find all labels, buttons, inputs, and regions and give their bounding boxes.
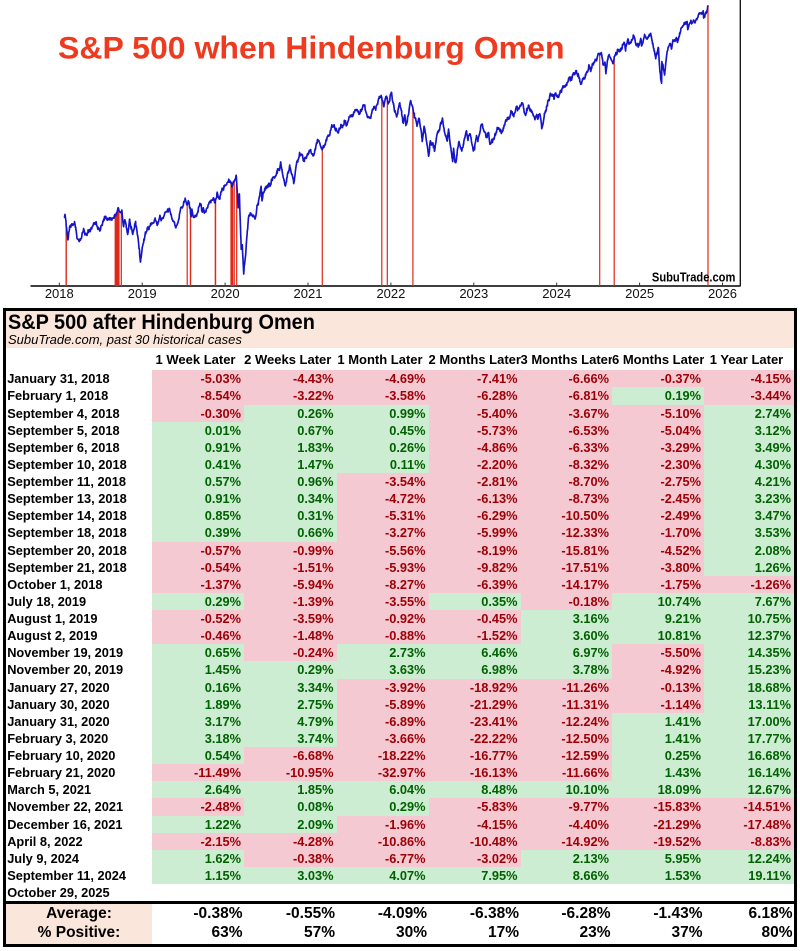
svg-text:2026: 2026 (708, 286, 737, 301)
svg-text:2022: 2022 (376, 286, 405, 301)
svg-text:2025: 2025 (625, 286, 654, 301)
svg-text:2021: 2021 (294, 286, 323, 301)
svg-text:2019: 2019 (128, 286, 157, 301)
svg-text:2023: 2023 (459, 286, 488, 301)
svg-text:2020: 2020 (211, 286, 240, 301)
svg-text:S&P 500 when Hindenburg Omen: S&P 500 when Hindenburg Omen (58, 30, 565, 66)
svg-text:2018: 2018 (45, 286, 74, 301)
svg-text:2024: 2024 (542, 286, 571, 301)
svg-text:SubuTrade.com: SubuTrade.com (652, 269, 736, 284)
